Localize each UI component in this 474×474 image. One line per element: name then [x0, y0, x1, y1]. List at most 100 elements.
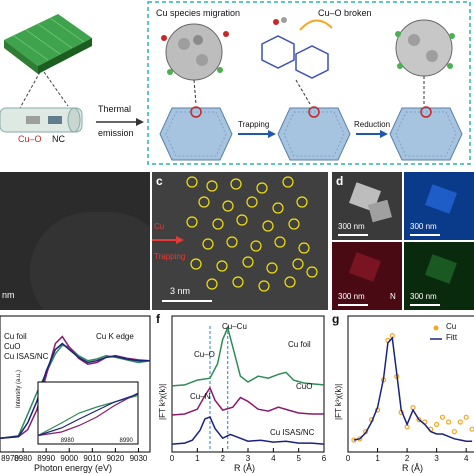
edge-label: Cu K edge	[96, 332, 134, 341]
panel-c-annotation-cu: Cu	[154, 222, 165, 231]
panel-f-letter: f	[156, 312, 160, 326]
cu-atom-circle	[206, 278, 218, 290]
xanes-xtick-label: 8990	[37, 454, 55, 463]
cu-cage-2	[395, 19, 455, 77]
eds-tile-blue: 300 nm	[404, 172, 474, 240]
ft-xtick-label: 5	[296, 454, 301, 463]
panel-g-xlabel: R (Å)	[402, 463, 423, 473]
panel-c-scale-bar	[162, 300, 212, 302]
cu-atom-circle	[272, 202, 284, 214]
panel-c-image	[152, 172, 328, 310]
nc-polyhedron-3	[389, 106, 463, 161]
fit-data-point	[457, 419, 463, 425]
panel-d-letter: d	[336, 174, 344, 188]
nc-polyhedron-1	[159, 106, 233, 161]
cu-atom-circle	[230, 178, 242, 190]
fit-data-point	[463, 414, 469, 420]
annotation-cuo: CuO	[296, 382, 313, 391]
panel-g: 0 1 2 3 4 g |FT k³χ(k)| R (Å) Cu Fitt	[330, 312, 474, 474]
fit-xtick-label: 2	[405, 454, 410, 463]
panel-c-annotation-trapping: Trapping	[154, 252, 186, 261]
annotation-cu-n: Cu–N	[190, 392, 211, 401]
eds-tile-green: 300 nm	[404, 242, 474, 310]
xanes-xtick-label: 9000	[60, 454, 78, 463]
xanes-line-cu-foil	[0, 344, 151, 440]
panel-e: 8970 8980 8990 9000 9010 9020 9030 8980 8990 Cu …	[0, 312, 154, 474]
panel-c-letter: c	[156, 174, 163, 188]
cu-atom-circle	[266, 262, 278, 274]
panel-a: NC Cu–O Thermal emission Cu species migr…	[0, 0, 474, 168]
fit-xtick-label: 1	[375, 454, 380, 463]
cu-atom-circle	[202, 238, 214, 250]
xanes-line-cu-isas-nc	[0, 342, 150, 440]
ft-line-cuo	[171, 386, 324, 416]
cu-atom-circle	[250, 240, 262, 252]
ft-xtick-label: 3	[246, 454, 251, 463]
trapping-arrow-head	[176, 236, 184, 244]
fit-xtick-label: 4	[464, 454, 469, 463]
cu-atom-circle	[206, 180, 218, 192]
xanes-xtick-label: 9010	[83, 454, 101, 463]
eds-tile-haadf: 300 nm	[332, 172, 402, 240]
eds-tile-red: 300 nm N	[332, 242, 402, 310]
cu-atom-circle	[212, 218, 224, 230]
panel-e-inset-frame	[37, 381, 139, 445]
cu-atom-circle	[198, 196, 210, 208]
panel-f-ylabel: |FT k³χ(k)|	[158, 383, 167, 420]
reduction-label: Reduction	[354, 120, 391, 129]
ft-xtick-label: 0	[170, 454, 175, 463]
legend-cuo: CuO	[4, 342, 21, 351]
molecule-network	[261, 17, 333, 79]
xanes-xtick-label: 8980	[14, 454, 32, 463]
fit-data-point	[445, 419, 452, 425]
cu-atom-circle	[190, 258, 202, 270]
panel-g-chart: 0 1 2 3 4	[346, 315, 474, 463]
cu-atom-circle	[226, 236, 238, 248]
xanes-xtick-label: 9020	[106, 454, 124, 463]
cu-cage-1	[161, 23, 229, 81]
legend-fit: Fitt	[446, 333, 458, 342]
cu-atom-circle	[258, 280, 270, 292]
cu-atom-circle	[262, 220, 274, 232]
cu-atom-circle	[232, 276, 244, 288]
cuo-label: Cu–O	[18, 134, 42, 144]
cu-atom-circle	[282, 176, 294, 188]
annotation-cu-cu: Cu–Cu	[222, 322, 247, 331]
mechanism-box	[147, 1, 471, 165]
legend-cu-foil: Cu foil	[4, 332, 27, 341]
cu-atom-circle	[222, 200, 234, 212]
panel-d: 300 nm 300 nm 300 nm N 300 nm d	[332, 172, 474, 310]
xanes-inset-line-cu-isas-nc	[37, 393, 139, 437]
cu-atom-circle	[296, 196, 308, 208]
eds-tile-red-scale: 300 nm	[338, 292, 365, 301]
nc-label: NC	[52, 134, 65, 144]
thermal-label: Thermal	[98, 104, 132, 114]
panel-f-chart: 0 1 2 3 4 5 6	[170, 315, 327, 463]
panel-e-xlabel: Photon energy (eV)	[34, 463, 113, 473]
eds-tile-blue-scale: 300 nm	[410, 222, 437, 231]
fit-line	[353, 336, 473, 442]
xanes-xtick-label: 9030	[130, 454, 148, 463]
eds-tile-haadf-scale: 300 nm	[338, 222, 365, 231]
emission-label: emission	[98, 128, 134, 138]
cu-atom-circle	[216, 260, 228, 272]
cu-atom-circle	[186, 216, 198, 228]
annotation-cu-isas: Cu ISAS/NC	[270, 428, 315, 437]
panel-c: c Cu Trapping 3 nm	[152, 172, 328, 310]
xanes-inset-line-cuo	[37, 392, 139, 437]
cu-atom-circle	[292, 258, 304, 270]
ft-xtick-label: 4	[271, 454, 276, 463]
support-sheet	[4, 14, 92, 74]
migration-title: Cu species migration	[156, 8, 241, 18]
xanes-xtick-label: 8970	[1, 454, 19, 463]
ft-xtick-label: 6	[322, 454, 327, 463]
panel-c-scale-text: 3 nm	[170, 286, 191, 296]
panel-b-scale-text: nm	[2, 290, 15, 300]
xanes-inset-xtick-label: 8980	[61, 438, 75, 444]
xanes-inset-xtick-label: 8990	[120, 438, 134, 444]
panel-a-schematic	[0, 1, 471, 165]
fit-data-point	[433, 421, 440, 428]
annotation-cu-o: Cu–O	[194, 350, 215, 359]
